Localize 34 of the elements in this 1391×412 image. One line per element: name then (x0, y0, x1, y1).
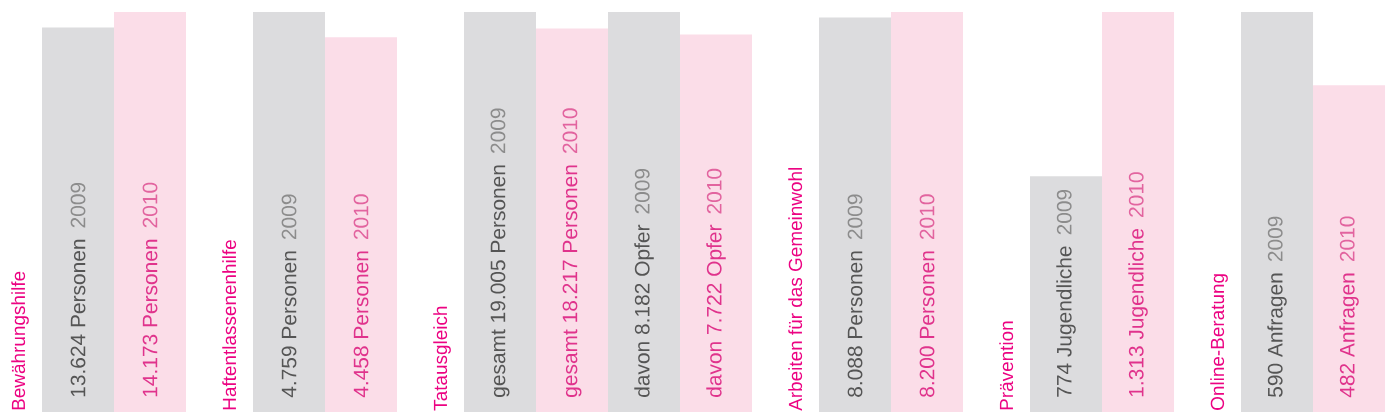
data-label: 482 Anfragen (1339, 273, 1359, 398)
data-label: 774 Jugendliche (1056, 246, 1076, 397)
series-label: 2009 (70, 182, 86, 228)
data-label: gesamt 18.217 Personen (562, 165, 582, 397)
series-label: 2010 (142, 182, 158, 228)
data-label: 8.088 Personen (847, 251, 863, 397)
data-label: 4.458 Personen (353, 251, 369, 398)
text: Online-Beratung (1210, 274, 1228, 410)
text: Bewährungshilfe (11, 271, 29, 410)
series-label: 2010 (919, 194, 935, 240)
series-label: 2009 (1267, 216, 1283, 262)
text: Tatausgleich (433, 306, 451, 411)
text: Prävention (999, 321, 1014, 410)
series-label: 2010 (1339, 216, 1355, 262)
text: Haftentlassenenhilfe (222, 240, 237, 410)
data-label: 590 Anfragen (1267, 273, 1287, 397)
series-label: 2009 (1056, 189, 1072, 235)
series-label: 2010 (1128, 172, 1144, 217)
series-label: 2009 (847, 194, 863, 240)
data-label: 13.624 Personen (70, 239, 86, 397)
data-label: davon 8.182 Opfer (634, 224, 654, 397)
series-label: 2010 (562, 108, 578, 153)
data-label: gesamt 19.005 Personen (490, 165, 510, 397)
series-label: 2009 (634, 168, 650, 214)
data-label: 4.759 Personen (281, 251, 297, 398)
data-label: 8.200 Personen (919, 251, 935, 397)
text: Arbeiten für das Gemeinwohl (788, 168, 803, 411)
series-label: 2010 (353, 194, 369, 240)
series-label: 2009 (490, 108, 506, 153)
series-label: 2010 (706, 168, 722, 214)
data-label: 14.173 Personen (142, 239, 158, 397)
data-label: davon 7.722 Opfer (706, 224, 726, 397)
series-label: 2009 (281, 194, 297, 240)
data-label: 1.313 Jugendliche (1128, 228, 1148, 397)
